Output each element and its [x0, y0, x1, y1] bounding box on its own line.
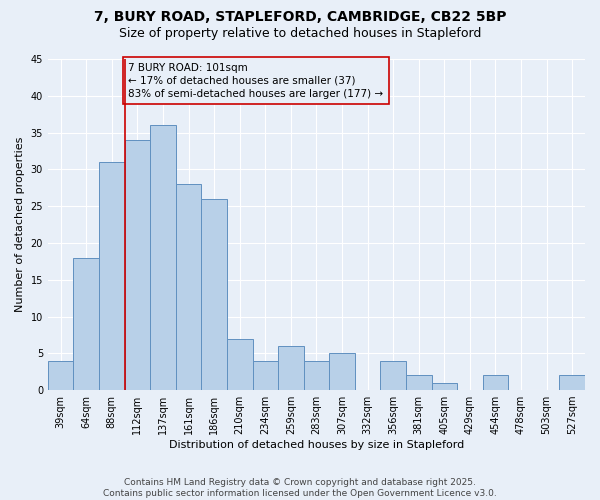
Bar — [431, 382, 457, 390]
Bar — [559, 376, 585, 390]
Bar — [73, 258, 99, 390]
Bar — [227, 338, 253, 390]
Bar — [176, 184, 202, 390]
Bar — [278, 346, 304, 390]
Bar — [329, 354, 355, 390]
Bar — [150, 125, 176, 390]
Bar — [482, 376, 508, 390]
Bar — [380, 360, 406, 390]
Text: Size of property relative to detached houses in Stapleford: Size of property relative to detached ho… — [119, 28, 481, 40]
Text: Contains HM Land Registry data © Crown copyright and database right 2025.
Contai: Contains HM Land Registry data © Crown c… — [103, 478, 497, 498]
Text: 7 BURY ROAD: 101sqm
← 17% of detached houses are smaller (37)
83% of semi-detach: 7 BURY ROAD: 101sqm ← 17% of detached ho… — [128, 62, 383, 99]
Bar — [304, 360, 329, 390]
Bar — [406, 376, 431, 390]
Y-axis label: Number of detached properties: Number of detached properties — [15, 137, 25, 312]
X-axis label: Distribution of detached houses by size in Stapleford: Distribution of detached houses by size … — [169, 440, 464, 450]
Text: 7, BURY ROAD, STAPLEFORD, CAMBRIDGE, CB22 5BP: 7, BURY ROAD, STAPLEFORD, CAMBRIDGE, CB2… — [94, 10, 506, 24]
Bar — [125, 140, 150, 390]
Bar — [99, 162, 125, 390]
Bar — [48, 360, 73, 390]
Bar — [253, 360, 278, 390]
Bar — [202, 199, 227, 390]
